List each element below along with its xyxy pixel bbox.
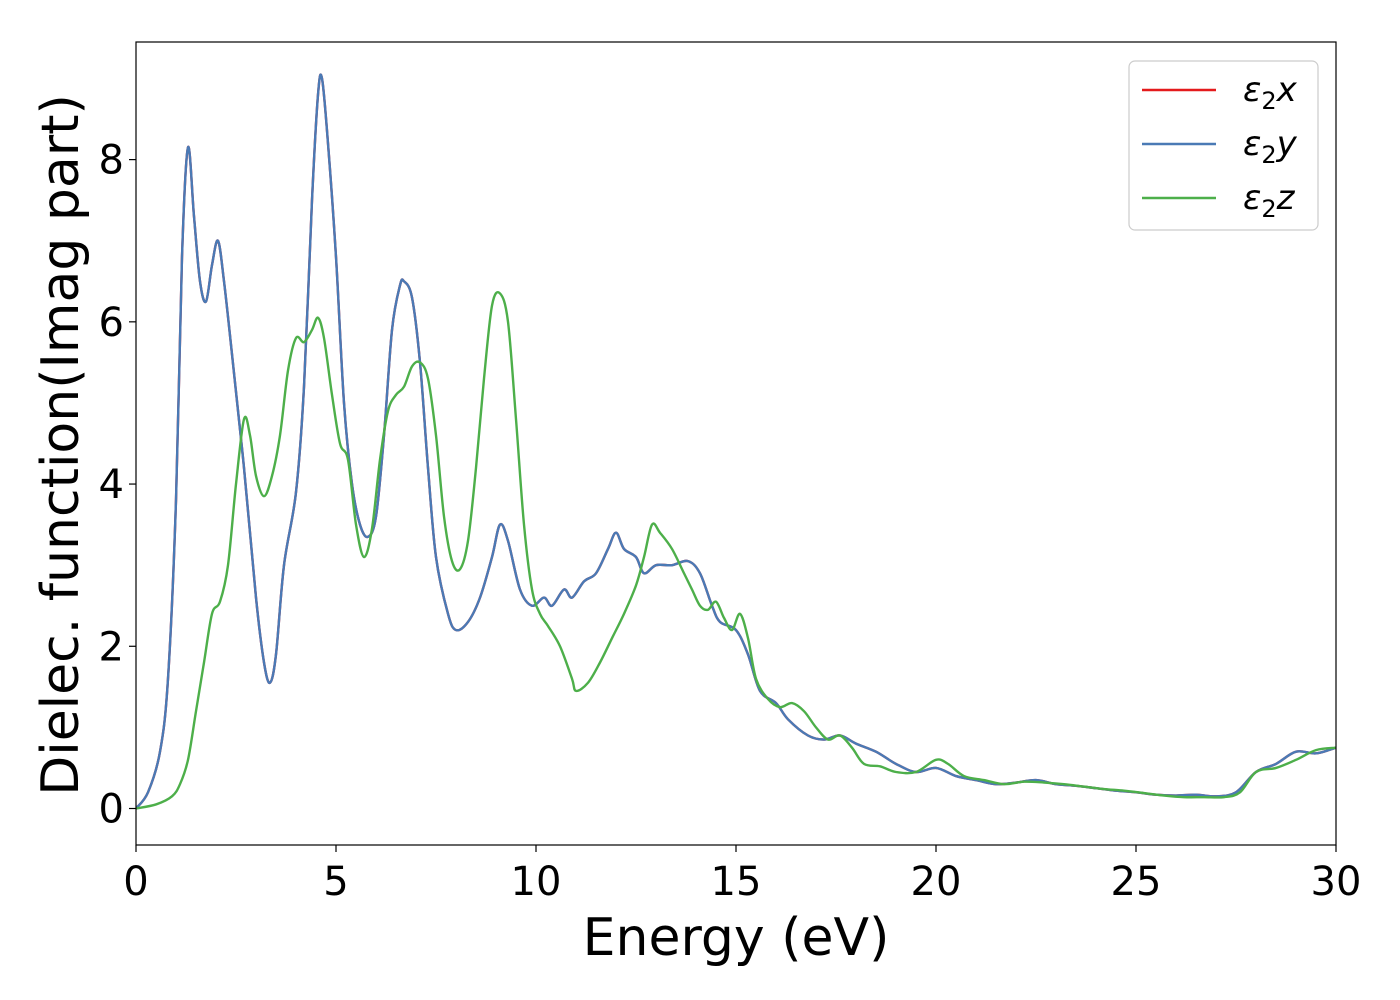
x-tick-label: 0 (123, 859, 148, 905)
y-axis-title: Dielec. function(Imag part) (31, 94, 91, 796)
y-tick-label: 6 (99, 300, 124, 346)
y-tick-label: 8 (99, 138, 124, 184)
x-tick-label: 20 (911, 859, 962, 905)
x-tick-label: 10 (511, 859, 562, 905)
x-tick-label: 15 (711, 859, 762, 905)
legend-label-z: ε2z (1243, 178, 1296, 223)
series-line-y (136, 73, 1336, 810)
y-tick-label: 0 (99, 787, 124, 833)
x-tick-label: 5 (323, 859, 348, 905)
x-axis-ticks: 0 5 10 15 20 25 30 (123, 845, 1361, 905)
y-tick-label: 2 (99, 624, 124, 670)
legend-label-x: ε2x (1243, 70, 1298, 115)
legend-box (1128, 60, 1319, 231)
legend-label-y: ε2y (1243, 124, 1298, 169)
y-axis-ticks: 0 2 4 6 8 (99, 138, 136, 833)
y-tick-label: 4 (99, 462, 124, 508)
x-tick-label: 30 (1311, 859, 1362, 905)
series-layer (136, 73, 1336, 810)
series-line-z (136, 291, 1336, 810)
x-axis-title: Energy (eV) (583, 908, 890, 968)
x-tick-label: 25 (1111, 859, 1162, 905)
legend: ε2x ε2y ε2z (1128, 60, 1319, 231)
